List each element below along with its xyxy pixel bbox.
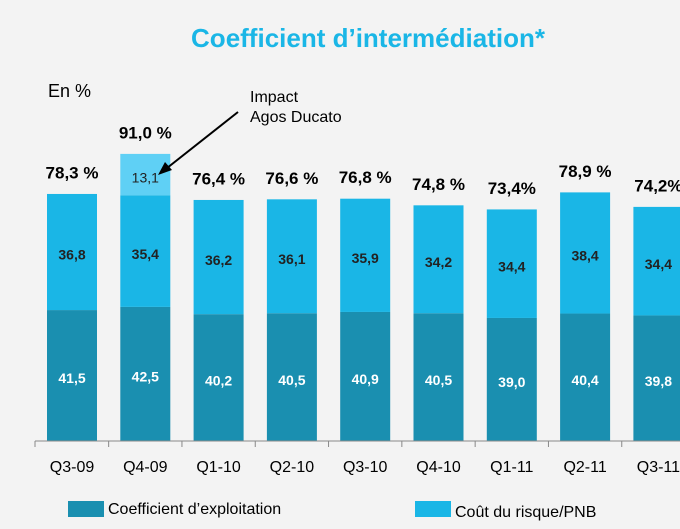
bar-segment	[560, 313, 611, 441]
bar-segment	[560, 192, 611, 314]
bar-segment	[266, 199, 317, 314]
bar-segment	[633, 315, 680, 441]
bar-segment	[340, 311, 391, 441]
value-label: 36,2	[205, 252, 232, 268]
value-label: 41,5	[58, 370, 85, 386]
x-tick-label: Q2-10	[270, 459, 315, 476]
value-label: 39,0	[498, 374, 525, 390]
bar-segment	[120, 195, 171, 307]
value-label: 36,1	[278, 251, 305, 267]
total-label: 78,9 %	[559, 162, 612, 181]
value-label: 42,5	[132, 369, 159, 385]
value-label: 35,9	[352, 250, 379, 266]
annotation-arrowhead	[158, 162, 172, 175]
annotation: Agos Ducato	[250, 109, 342, 126]
bar-segment	[47, 193, 97, 311]
total-label: 76,4 %	[192, 169, 245, 188]
bar-segment	[486, 209, 537, 318]
legend-label: Coefficient d’exploitation	[108, 501, 281, 518]
value-label: 40,5	[278, 372, 305, 388]
value-label: 39,8	[645, 373, 672, 389]
value-label: 40,4	[571, 372, 598, 388]
x-tick-label: Q3-09	[50, 459, 95, 476]
bar-segment	[340, 198, 391, 312]
x-tick-label: Q2-11	[563, 459, 606, 476]
value-label: 13,1	[132, 169, 159, 185]
chart-title: Coefficient d’intermédiation*	[191, 23, 546, 53]
bar-segment	[413, 313, 464, 441]
value-label: 34,4	[645, 256, 672, 272]
value-label: 38,4	[571, 248, 598, 264]
legend-swatch	[415, 501, 451, 517]
total-label: 74,8 %	[412, 175, 465, 194]
bar-segment	[120, 153, 171, 196]
bar-segment	[193, 314, 244, 441]
bar-segment	[413, 205, 464, 314]
value-label: 40,5	[425, 372, 452, 388]
bar-segment	[193, 199, 244, 315]
x-tick-label: Q4-09	[123, 459, 168, 476]
value-label: 35,4	[132, 246, 159, 262]
y-label: En %	[48, 81, 91, 101]
value-label: 34,2	[425, 254, 452, 270]
bar-segment	[266, 313, 317, 441]
annotation: Impact	[250, 89, 299, 106]
total-label: 76,8 %	[339, 168, 392, 187]
x-tick-label: Q3-10	[343, 459, 388, 476]
legend-swatch	[68, 501, 104, 517]
x-tick-label: Q3-11	[637, 459, 680, 476]
bar-segment	[486, 317, 537, 441]
value-label: 40,9	[352, 371, 379, 387]
x-tick-label: Q1-11	[490, 459, 533, 476]
total-label: 73,4%	[488, 179, 536, 198]
x-tick-label: Q1-10	[196, 459, 241, 476]
bar-segment	[120, 306, 171, 441]
value-label: 34,4	[498, 258, 525, 274]
bar-segment	[47, 310, 97, 441]
value-label: 40,2	[205, 372, 232, 388]
value-label: 36,8	[58, 247, 85, 263]
annotation-arrow	[161, 111, 239, 173]
total-label: 91,0 %	[119, 123, 172, 142]
legend-label: Coût du risque/PNB	[455, 504, 596, 521]
total-label: 76,6 %	[265, 169, 318, 188]
bar-segment	[633, 206, 680, 316]
total-label: 74,2%	[634, 176, 680, 195]
total-label: 78,3 %	[46, 163, 99, 182]
x-tick-label: Q4-10	[416, 459, 461, 476]
